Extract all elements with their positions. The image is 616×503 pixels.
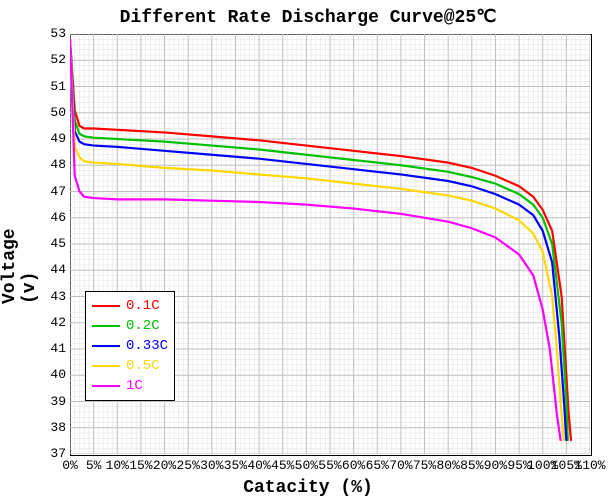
legend-swatch xyxy=(92,345,120,347)
y-tick-label: 40 xyxy=(36,367,66,382)
legend-swatch xyxy=(92,305,120,307)
x-axis-label: Catacity (%) xyxy=(0,478,616,498)
legend-label: 0.5C xyxy=(126,358,160,374)
y-tick-label: 52 xyxy=(36,52,66,67)
legend-swatch xyxy=(92,325,120,327)
y-tick-label: 53 xyxy=(36,26,66,41)
legend-swatch xyxy=(92,385,120,387)
y-tick-label: 45 xyxy=(36,236,66,251)
y-tick-label: 39 xyxy=(36,394,66,409)
legend-item: 0.33C xyxy=(92,336,168,356)
y-tick-label: 48 xyxy=(36,157,66,172)
y-tick-label: 47 xyxy=(36,184,66,199)
y-tick-label: 51 xyxy=(36,79,66,94)
y-tick-label: 38 xyxy=(36,420,66,435)
legend-swatch xyxy=(92,365,120,367)
y-tick-label: 42 xyxy=(36,315,66,330)
y-tick-label: 46 xyxy=(36,210,66,225)
legend: 0.1C 0.2C 0.33C 0.5C 1C xyxy=(85,291,175,401)
legend-item: 0.5C xyxy=(92,356,168,376)
y-tick-label: 49 xyxy=(36,131,66,146)
y-tick-label: 50 xyxy=(36,105,66,120)
legend-label: 0.1C xyxy=(126,298,160,314)
y-axis-label: Voltage (v) xyxy=(0,204,40,304)
x-tick-label: 110% xyxy=(570,458,610,473)
legend-label: 1C xyxy=(126,378,143,394)
y-tick-label: 44 xyxy=(36,262,66,277)
legend-item: 0.2C xyxy=(92,316,168,336)
legend-label: 0.2C xyxy=(126,318,160,334)
y-tick-label: 41 xyxy=(36,341,66,356)
legend-item: 1C xyxy=(92,376,168,396)
legend-item: 0.1C xyxy=(92,296,168,316)
legend-label: 0.33C xyxy=(126,338,168,354)
y-tick-label: 43 xyxy=(36,289,66,304)
chart-title: Different Rate Discharge Curve@25℃ xyxy=(0,6,616,28)
